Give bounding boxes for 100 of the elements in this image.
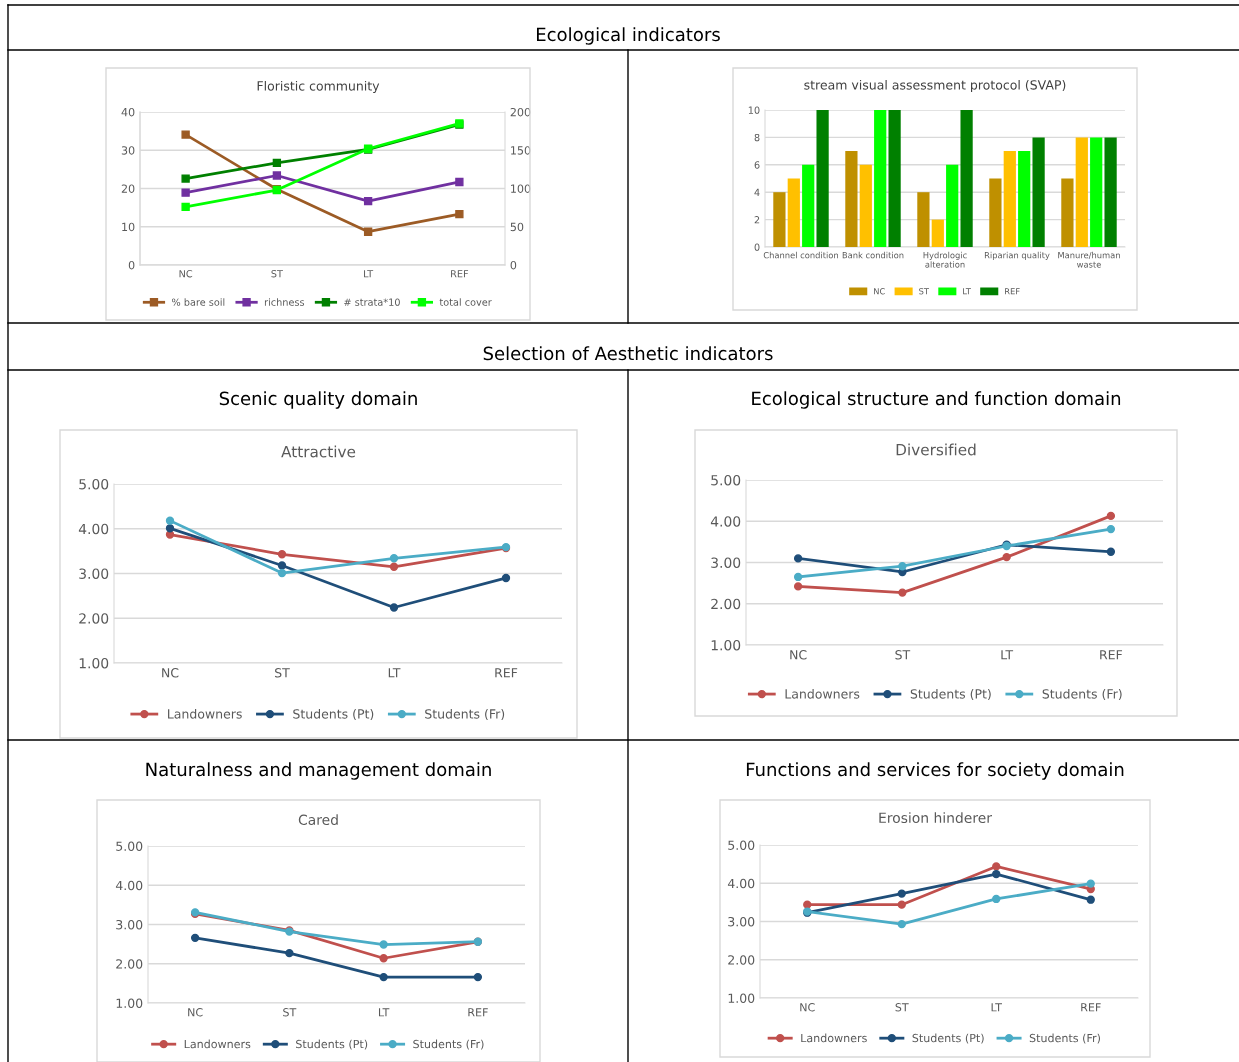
y-tick-label: 10 [122, 222, 135, 232]
x-tick-label: ST [283, 1008, 297, 1017]
point [181, 130, 190, 139]
chart-title: Functions and services for society domain [746, 762, 1124, 780]
text: Selection of Aesthetic indicators [483, 346, 773, 361]
point [363, 196, 373, 206]
point [897, 889, 906, 898]
legend-label: Students (Pt) [296, 1039, 368, 1050]
y-tick-label: 6 [754, 161, 760, 169]
legend-label: total cover [439, 298, 492, 306]
chart-subtitle: Cared [298, 814, 338, 826]
legend-label: Students (Fr) [425, 708, 505, 721]
point [793, 582, 803, 591]
y-tick-label: 3.00 [116, 919, 143, 930]
legend-label: Students (Fr) [1029, 1033, 1100, 1044]
legend-label: Students (Fr) [1042, 688, 1122, 701]
y-tick-label: 1.00 [728, 993, 755, 1003]
legend-label: Landowners [168, 708, 242, 719]
point [389, 562, 399, 571]
y-tick-label: 40 [121, 107, 135, 117]
x-tick-label: Riparian quality [984, 251, 1050, 260]
x-tick-label: NC [800, 1003, 815, 1012]
point [285, 948, 294, 958]
y-tick-label: 4.00 [727, 878, 755, 889]
legend-label: Students (Pt) [912, 1033, 984, 1044]
point [165, 524, 175, 533]
x-tick-label: NC [179, 270, 193, 278]
bar [946, 164, 959, 247]
x-tick-label: Hydrologic alteration [923, 251, 967, 268]
y-tick-label: 30 [121, 146, 135, 155]
y2-tick-label: 200 [510, 107, 531, 117]
y-tick-label: 4.00 [115, 880, 143, 891]
point [272, 171, 282, 180]
y-tick-label: 5.00 [728, 840, 755, 850]
legend-label: REF [1005, 288, 1020, 295]
y-tick-label: 1.00 [116, 998, 143, 1008]
y-tick-label: 5.00 [711, 474, 741, 486]
chart-title: Ecological structure and function domain [752, 391, 1121, 409]
x-tick-label: REF [1100, 650, 1123, 660]
legend-label: Students (Pt) [910, 688, 991, 701]
x-tick-label: ST [271, 270, 283, 278]
point [379, 940, 388, 949]
y-tick-label: 0 [128, 260, 135, 270]
legend-label: Landowners [785, 688, 860, 699]
chart-title: Scenic quality domain [219, 391, 417, 409]
point [379, 972, 388, 982]
point [1086, 895, 1095, 904]
legend-label: LT [963, 288, 971, 295]
bar [773, 192, 786, 247]
point [277, 568, 287, 578]
chart-title: Floristic community [257, 80, 380, 94]
x-tick-label: Channel condition [763, 251, 838, 259]
legend-label: Landowners [801, 1033, 867, 1043]
bar [960, 110, 973, 247]
point [1106, 547, 1116, 556]
x-tick-label: NC [188, 1008, 203, 1017]
text: Ecological indicators [536, 27, 720, 45]
x-tick-label: ST [275, 668, 290, 678]
x-tick-label: NC [162, 668, 179, 678]
x-tick-label: NC [790, 650, 807, 660]
x-tick-label: LT [378, 1008, 390, 1017]
x-tick-label: Manure/human waste [1058, 251, 1120, 268]
y-tick-label: 2.00 [116, 959, 143, 969]
bar [1104, 137, 1117, 247]
point [165, 530, 175, 539]
point [389, 603, 399, 612]
x-tick-label: REF [495, 668, 518, 678]
y-tick-label: 3.00 [711, 557, 741, 568]
bar [787, 178, 800, 247]
bar [1075, 137, 1088, 247]
bar [874, 110, 887, 247]
x-tick-label: Bank condition [842, 251, 904, 259]
legend-label: # strata*10 [344, 298, 400, 306]
bar [1061, 178, 1074, 247]
y-tick-label: 0 [754, 243, 760, 251]
point [501, 573, 511, 583]
point [897, 900, 906, 909]
y-tick-label: 3.00 [728, 916, 755, 927]
y-tick-label: 8 [754, 133, 760, 142]
y2-tick-label: 150 [511, 146, 531, 155]
y-tick-label: 4 [754, 188, 760, 196]
y-tick-label: 2.00 [79, 613, 109, 624]
legend-label: Landowners [184, 1039, 251, 1049]
chart-title: Naturalness and management domain [146, 762, 491, 780]
bar [1032, 137, 1045, 247]
point [165, 516, 175, 525]
chart-subtitle: Diversified [896, 443, 976, 456]
point [1106, 511, 1116, 521]
y2-tick-label: 50 [510, 222, 524, 232]
y-tick-label: 2.00 [711, 598, 741, 610]
y-tick-label: 4.00 [78, 523, 109, 535]
x-tick-label: LT [364, 270, 374, 278]
y-tick-label: 10 [748, 106, 760, 114]
point [793, 572, 803, 582]
y-tick-label: 2 [754, 216, 760, 224]
legend-label: richness [264, 298, 305, 306]
bar [1003, 151, 1016, 247]
chart-subtitle: Attractive [281, 445, 356, 458]
bar [1090, 137, 1103, 247]
y-tick-label: 1.00 [711, 639, 741, 651]
